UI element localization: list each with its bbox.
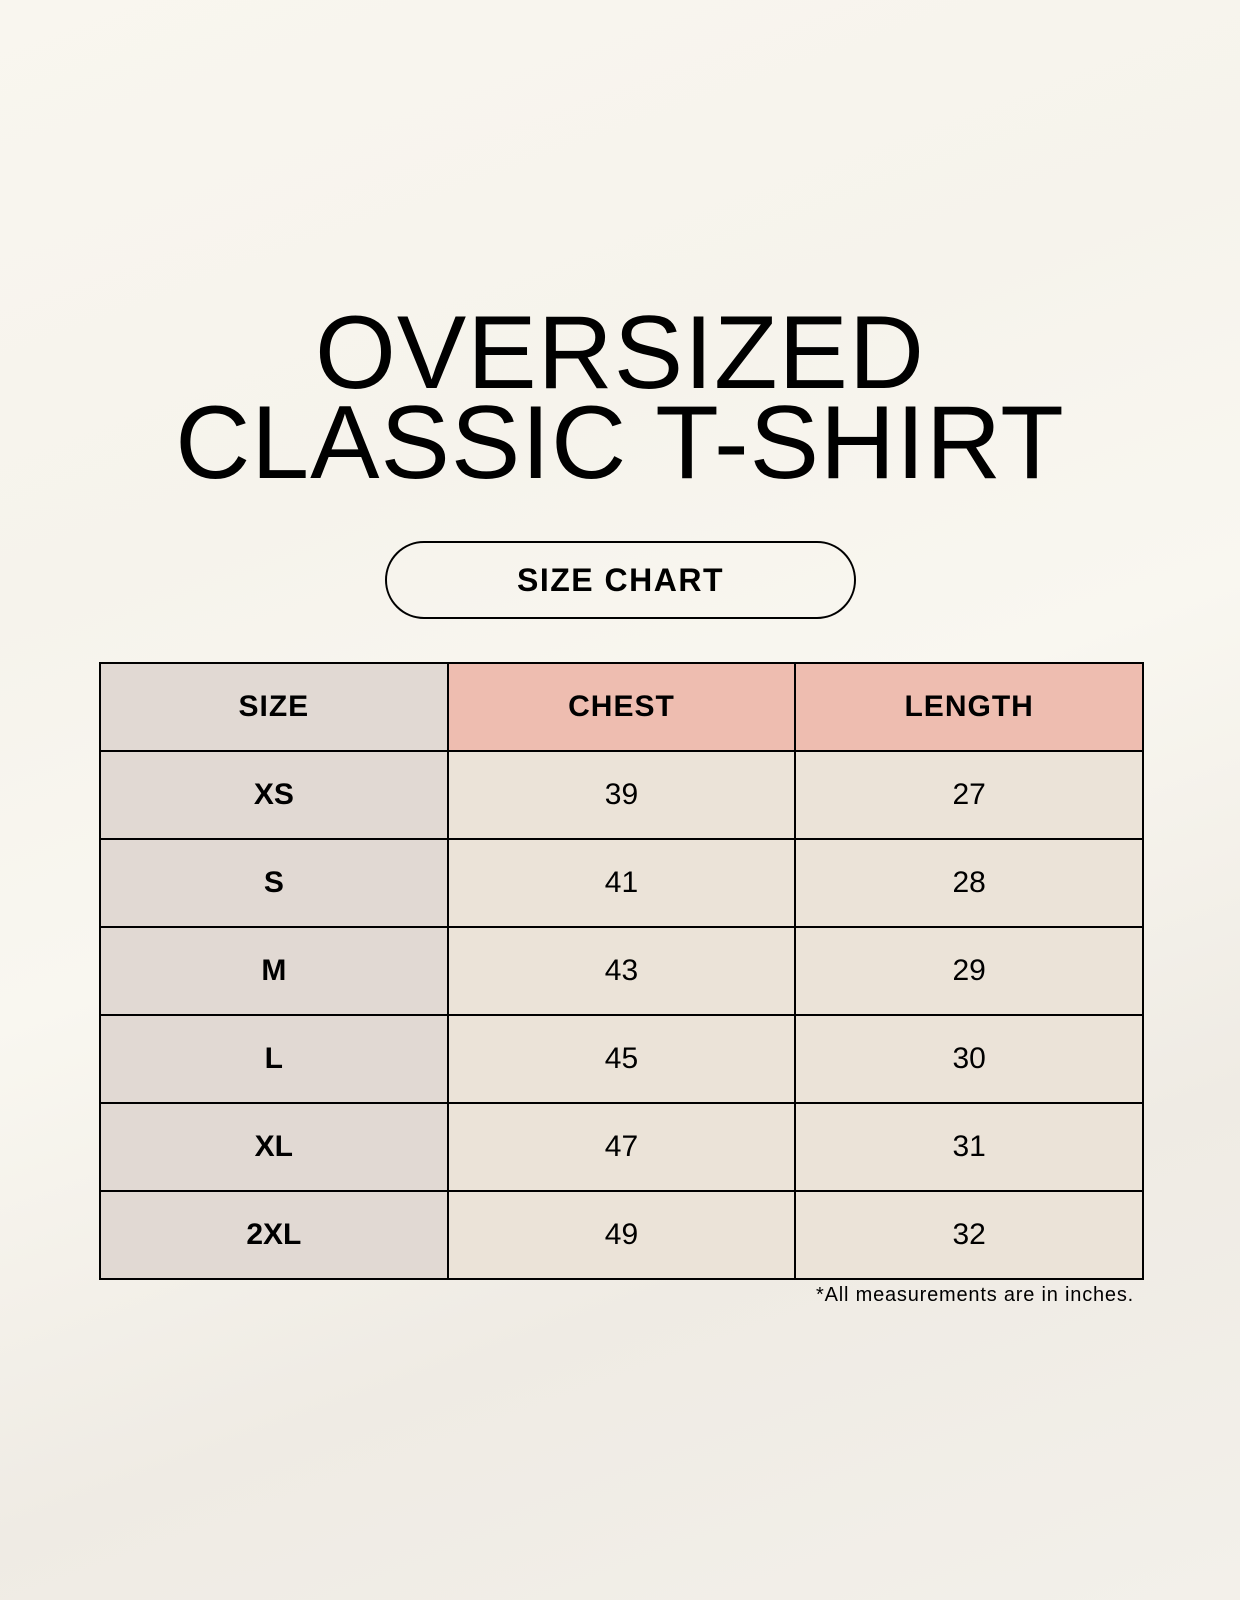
size-cell: XL [99, 1102, 449, 1192]
header-size: SIZE [99, 662, 449, 752]
table-row: S 41 28 [99, 838, 1144, 928]
chest-cell: 39 [446, 750, 797, 840]
header-length: LENGTH [794, 662, 1144, 752]
length-cell: 31 [794, 1102, 1144, 1192]
length-cell: 32 [794, 1190, 1144, 1280]
length-cell: 27 [794, 750, 1144, 840]
chest-cell: 49 [446, 1190, 797, 1280]
length-cell: 29 [794, 926, 1144, 1016]
table-header-row: SIZE CHEST LENGTH [99, 662, 1144, 752]
table-row: L 45 30 [99, 1014, 1144, 1104]
size-chart-table: SIZE CHEST LENGTH XS 39 27 S 41 28 M 43 29 L 45 30 X… [99, 662, 1144, 1280]
title-line-2: CLASSIC T-SHIRT [175, 385, 1065, 501]
table-row: 2XL 49 32 [99, 1190, 1144, 1280]
header-chest: CHEST [446, 662, 797, 752]
table-row: M 43 29 [99, 926, 1144, 1016]
length-cell: 28 [794, 838, 1144, 928]
title-line-1: OVERSIZED [315, 295, 925, 411]
chest-cell: 41 [446, 838, 797, 928]
size-chart-label: SIZE CHART [385, 541, 856, 619]
chest-cell: 47 [446, 1102, 797, 1192]
size-cell: 2XL [99, 1190, 449, 1280]
chest-cell: 45 [446, 1014, 797, 1104]
size-cell: M [99, 926, 449, 1016]
length-cell: 30 [794, 1014, 1144, 1104]
page-title: OVERSIZED CLASSIC T-SHIRT [0, 295, 1240, 501]
size-cell: XS [99, 750, 449, 840]
chest-cell: 43 [446, 926, 797, 1016]
size-cell: S [99, 838, 449, 928]
table-row: XS 39 27 [99, 750, 1144, 840]
table-row: XL 47 31 [99, 1102, 1144, 1192]
footnote: *All measurements are in inches. [816, 1284, 1134, 1306]
size-cell: L [99, 1014, 449, 1104]
